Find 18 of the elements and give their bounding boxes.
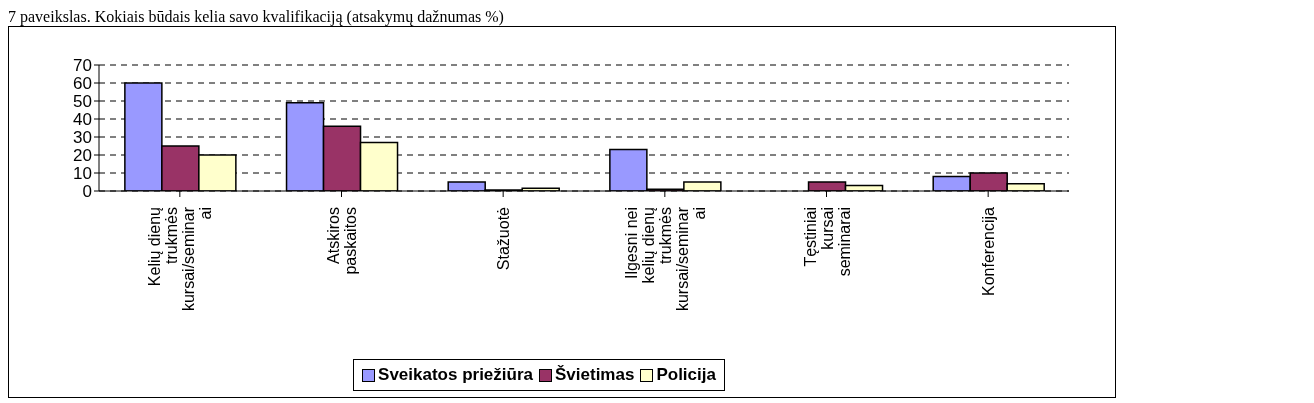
chart-title: 7 paveikslas. Kokiais būdais kelia savo kvalifikaciją (atsakymų dažnumas %) [8, 8, 505, 26]
x-tick-label: Konferencija [980, 206, 998, 296]
y-tick-label: 0 [82, 182, 92, 202]
x-tick-label: Tęstiniai kursai seminarai [801, 207, 853, 277]
x-tick-label: Ilgesni nei kelių dienų trukmės kursai/seminar ai [622, 206, 708, 312]
x-tick-label: Stažuotė [495, 206, 513, 271]
y-tick-label: 60 [73, 74, 92, 94]
y-tick-label: 70 [73, 56, 92, 76]
legend-label: Švietimas [555, 365, 635, 385]
x-tick-label: Atskiros paskaitos [325, 207, 359, 275]
y-tick-label: 30 [73, 128, 92, 148]
y-tick-label: 20 [73, 146, 92, 166]
y-tick-label: 50 [73, 92, 92, 112]
x-tick-label: Kelių dienų trukmės kursai/seminar ai [146, 206, 215, 312]
legend-label: Sveikatos priežiūra [378, 365, 534, 385]
y-tick-label: 10 [73, 164, 92, 184]
y-tick-label: 40 [73, 110, 92, 130]
legend-label: Policija [656, 365, 716, 385]
